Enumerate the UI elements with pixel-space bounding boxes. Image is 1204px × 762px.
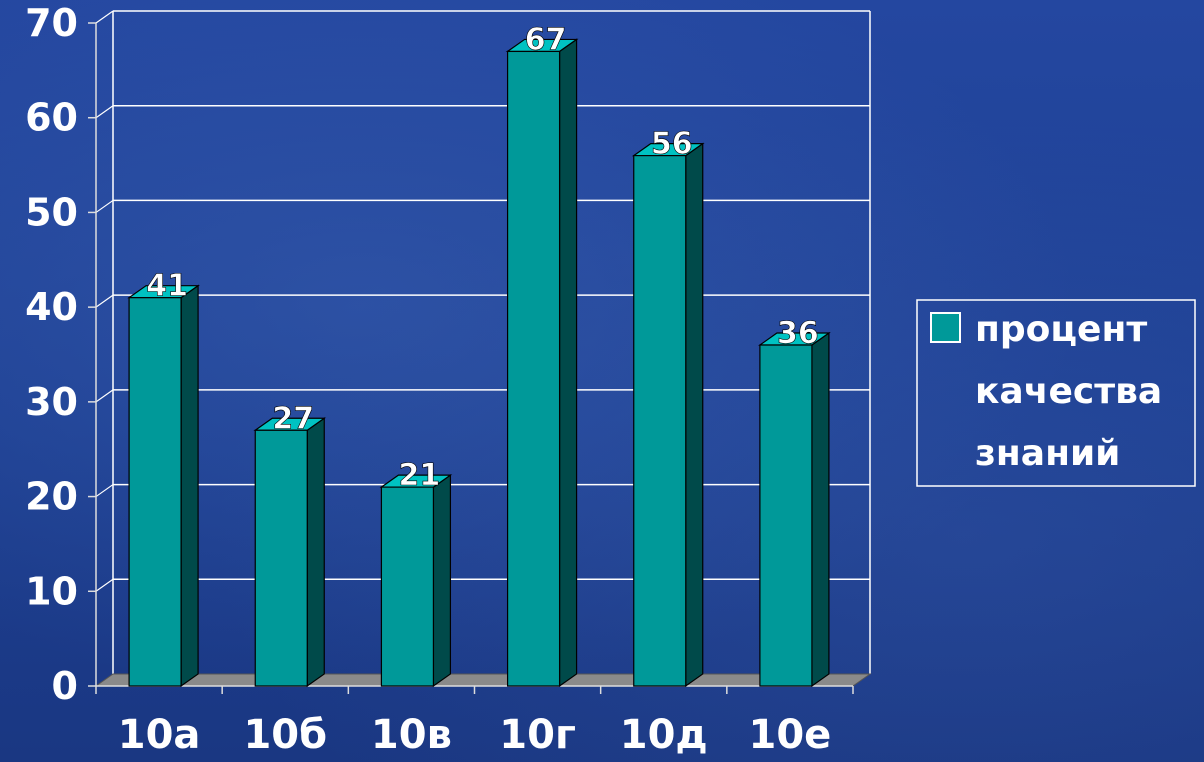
y-tick-label: 60 — [25, 96, 78, 140]
y-tick-labels: 0 10 20 30 40 50 60 70 — [25, 1, 78, 708]
data-label: 36 — [777, 316, 819, 351]
bar-front — [254, 429, 308, 687]
legend: процент качества знаний — [916, 299, 1196, 487]
legend-label-line-3: знаний — [975, 433, 1120, 474]
gridline-wall — [95, 389, 114, 403]
data-label: 67 — [525, 22, 567, 57]
data-label: 27 — [272, 401, 314, 436]
bar-side — [558, 38, 578, 688]
bar — [505, 38, 579, 688]
data-label: 56 — [651, 127, 693, 162]
bar — [631, 142, 705, 688]
y-tick-label: 20 — [25, 475, 78, 519]
bar — [758, 331, 831, 688]
bar-front — [633, 155, 687, 687]
y-tick-label: 30 — [25, 380, 78, 424]
bar — [379, 473, 453, 688]
bars — [127, 38, 831, 688]
x-tick-label: 10б — [243, 712, 327, 758]
bar-front — [380, 486, 435, 687]
gridline-wall — [95, 294, 114, 308]
bar-side — [811, 331, 830, 688]
bar — [127, 284, 200, 688]
x-tick-label: 10в — [371, 712, 452, 758]
bar-side — [432, 473, 452, 688]
y-tick-label: 40 — [25, 285, 78, 329]
bar-front — [128, 297, 182, 687]
gridline-wall — [95, 199, 114, 213]
chart-floor — [94, 673, 872, 687]
gridline-wall — [95, 10, 114, 24]
y-tick-label: 50 — [25, 190, 78, 234]
gridline-wall — [95, 484, 114, 498]
gridline-wall — [95, 105, 114, 119]
x-tick-label: 10а — [118, 712, 201, 758]
floor-plane — [94, 673, 872, 687]
x-tick-labels: 10а 10б 10в 10г 10д 10е — [118, 712, 832, 758]
bar-side — [180, 284, 199, 688]
x-tick-label: 10г — [499, 712, 576, 758]
y-tick-label: 10 — [25, 569, 78, 613]
data-label: 41 — [146, 269, 188, 304]
bar-front — [759, 344, 813, 687]
legend-label-line-1: процент — [975, 309, 1147, 350]
bar-side — [306, 417, 325, 688]
gridlines — [95, 10, 871, 674]
data-labels: 41 27 21 67 56 36 — [146, 22, 819, 493]
axes — [88, 22, 854, 694]
bar — [253, 417, 327, 688]
x-tick-label: 10е — [749, 712, 832, 758]
y-tick-label: 70 — [25, 1, 78, 45]
data-label: 21 — [399, 458, 441, 493]
y-tick-label: 0 — [52, 664, 78, 708]
legend-label-line-2: качества — [975, 371, 1162, 412]
gridline-wall — [95, 578, 114, 592]
legend-swatch — [930, 312, 961, 343]
legend-box — [916, 299, 1196, 487]
bar-side — [685, 142, 704, 688]
x-tick-label: 10д — [620, 712, 708, 758]
bar-front — [506, 50, 561, 687]
